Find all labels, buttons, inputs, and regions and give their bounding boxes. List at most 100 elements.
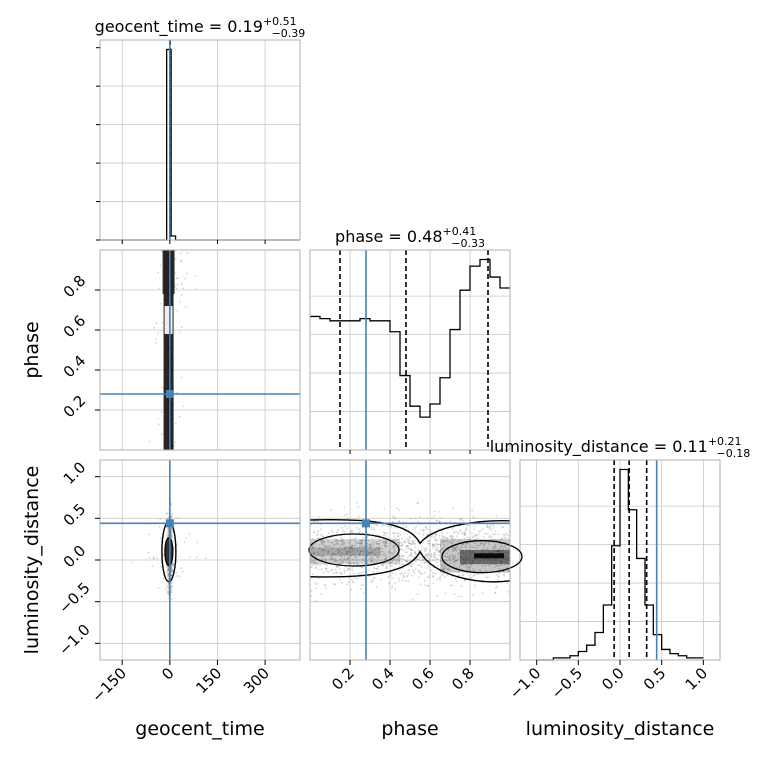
panel-phase-lumdist-point xyxy=(489,536,491,539)
panel-phase-lumdist-point xyxy=(501,526,504,529)
panel-geocent-lumdist-point xyxy=(167,517,170,519)
panel-phase-lumdist-point xyxy=(354,539,357,542)
panel-phase-lumdist-point xyxy=(317,577,320,580)
panel-phase-lumdist-point xyxy=(376,555,379,558)
panel-geocent-phase-point xyxy=(157,332,159,335)
panel-phase-lumdist-point xyxy=(360,542,363,545)
panel-phase-lumdist-point xyxy=(497,579,499,582)
panel-phase-lumdist-point xyxy=(457,574,460,577)
panel-geocent-lumdist-point xyxy=(170,586,173,589)
panel-phase-lumdist-point xyxy=(329,545,332,548)
panel-phase-lumdist-point xyxy=(507,548,510,551)
panel-phase-lumdist-point xyxy=(443,535,445,538)
panel-phase-lumdist-point xyxy=(419,556,422,559)
panel-phase-lumdist-point xyxy=(430,535,433,538)
panel-geocent-phase-point xyxy=(176,277,179,280)
panel-phase-lumdist-point xyxy=(484,562,486,565)
panel-phase-lumdist-point xyxy=(442,568,445,571)
panel-phase-lumdist-point xyxy=(401,572,404,575)
panel-phase-lumdist-point xyxy=(458,565,461,568)
panel-geocent-lumdist-point xyxy=(170,567,173,570)
panel-phase-lumdist-point xyxy=(389,562,392,564)
panel-phase-lumdist-point xyxy=(342,540,345,543)
ylabel-luminosity-distance: luminosity_distance xyxy=(21,466,43,655)
panel-phase-lumdist-point xyxy=(443,568,445,571)
panel-phase-lumdist-point xyxy=(333,544,336,547)
panel-phase-lumdist-point xyxy=(417,569,420,572)
panel-phase-lumdist-point xyxy=(428,529,431,531)
panel-phase-lumdist-point xyxy=(361,539,363,541)
panel-phase-lumdist-point xyxy=(503,533,506,536)
panel-phase-lumdist-point xyxy=(491,535,494,537)
panel-phase-lumdist-point xyxy=(482,528,484,531)
panel-geocent-phase-point xyxy=(159,302,162,305)
panel-geocent-phase-point xyxy=(185,272,188,274)
panel-phase-lumdist-point xyxy=(426,585,429,588)
panel-phase-lumdist-point xyxy=(357,563,359,565)
panel-geocent-lumdist-point xyxy=(179,575,182,578)
panel-phase-lumdist-point xyxy=(418,556,421,559)
panel-geocent-phase xyxy=(99,249,301,451)
panel-phase-lumdist-point xyxy=(324,584,327,586)
panel-phase-lumdist-point xyxy=(326,564,328,567)
panel-phase-lumdist-point xyxy=(411,598,414,601)
panel-phase-lumdist-point xyxy=(313,521,315,523)
panel-phase-lumdist-point xyxy=(471,557,474,560)
panel-phase-lumdist-point xyxy=(444,566,447,569)
panel-phase-lumdist-point xyxy=(379,520,382,522)
panel-phase-lumdist-point xyxy=(359,530,361,533)
panel-geocent-phase-point xyxy=(157,423,160,426)
panel-phase-lumdist-point xyxy=(428,557,431,560)
panel-phase-lumdist-point xyxy=(355,555,357,558)
panel-phase-lumdist-point xyxy=(504,555,507,558)
panel-phase-lumdist-point xyxy=(346,527,348,530)
panel-phase-lumdist-point xyxy=(437,550,440,553)
panel-phase-lumdist-point xyxy=(370,526,373,529)
panel-phase-lumdist-point xyxy=(440,541,443,544)
panel-geocent-lumdist-point xyxy=(164,571,167,573)
panel-phase-lumdist-point xyxy=(317,568,320,571)
panel-phase-lumdist-point xyxy=(351,579,354,581)
panel-geocent-lumdist-point xyxy=(167,593,170,596)
panel-phase-lumdist-point xyxy=(358,531,360,534)
panel-phase-lumdist-point xyxy=(391,572,394,575)
panel-geocent-lumdist-point xyxy=(170,591,173,594)
xlabel-phase: phase xyxy=(381,718,438,740)
panel-phase-lumdist-point xyxy=(347,581,350,583)
xtick-label-geocent-time-0: −150 xyxy=(88,664,130,706)
panel-phase-lumdist-point xyxy=(462,557,464,560)
panel-phase-lumdist-point xyxy=(356,577,358,580)
panel-phase-lumdist-point xyxy=(454,556,457,559)
panel-geocent-lumdist-point xyxy=(166,512,169,515)
panel-phase-lumdist-point xyxy=(322,535,324,538)
panel-phase-lumdist-point xyxy=(332,552,334,555)
panel-phase-lumdist-point xyxy=(507,551,510,554)
panel-phase-lumdist-point xyxy=(393,526,396,529)
panel-geocent-phase-point xyxy=(178,416,181,418)
panel-geocent-lumdist-point xyxy=(170,568,173,571)
panel-phase-lumdist-point xyxy=(394,588,397,591)
panel-phase-lumdist-point xyxy=(466,523,468,526)
panel-phase-lumdist-point xyxy=(369,544,372,547)
panel-phase-lumdist-point xyxy=(494,530,497,533)
panel-phase-lumdist-point xyxy=(464,556,467,559)
panel-geocent-lumdist-point xyxy=(170,535,173,538)
panel-phase-lumdist-point xyxy=(401,563,404,565)
panel-phase-lumdist-point xyxy=(341,539,343,542)
panel-phase-lumdist-point xyxy=(352,558,354,561)
panel-phase-lumdist-point xyxy=(472,569,475,572)
panel-phase-lumdist-point xyxy=(339,545,341,547)
panel-phase-lumdist-point xyxy=(356,542,359,545)
panel-phase-lumdist-point xyxy=(389,565,392,568)
panel-phase-lumdist-point xyxy=(352,581,355,583)
panel-phase-lumdist-point xyxy=(438,520,441,523)
panel-phase-lumdist-point xyxy=(473,574,475,577)
panel-phase-lumdist-point xyxy=(446,531,449,534)
panel-phase-lumdist-point xyxy=(436,558,438,560)
panel-phase-lumdist-point xyxy=(426,554,429,557)
panel-phase-lumdist-point xyxy=(405,545,408,548)
panel-phase-lumdist-point xyxy=(355,541,358,544)
panel-phase-lumdist-point xyxy=(343,542,346,545)
panel-phase-lumdist-point xyxy=(403,540,406,542)
panel-phase-lumdist-point xyxy=(313,563,316,566)
